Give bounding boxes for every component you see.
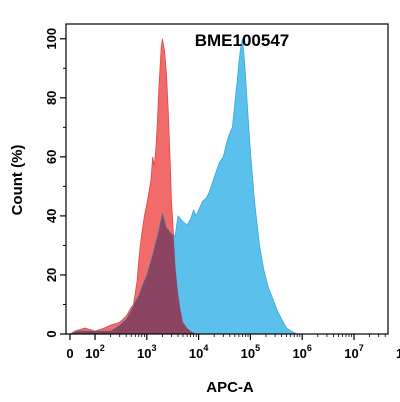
y-tick-label: 0 — [44, 330, 59, 337]
y-tick-label: 20 — [44, 268, 59, 282]
series-blue-area — [69, 38, 298, 334]
y-tick-label: 100 — [44, 28, 59, 50]
x-tick-label: 105 — [241, 343, 260, 361]
chart-title: BME100547 — [195, 31, 290, 50]
y-tick-label: 60 — [44, 150, 59, 164]
x-tick-label: 106 — [292, 343, 311, 361]
x-tick-label: 0 — [66, 346, 73, 361]
y-axis: 0 20 40 60 80 100 — [44, 28, 66, 338]
y-tick-label: 40 — [44, 209, 59, 223]
y-tick-label: 80 — [44, 91, 59, 105]
x-tick-label: 102 — [85, 343, 104, 361]
plot-frame — [65, 23, 389, 335]
plot-area — [65, 23, 389, 335]
x-axis-title: APC-A — [206, 379, 254, 396]
x-axis: 0 102 103 104 105 106 107 108 — [66, 334, 400, 361]
x-tick-label: 108 — [396, 343, 400, 361]
x-tick-label: 104 — [189, 343, 208, 361]
y-axis-title: Count (%) — [9, 145, 26, 216]
x-tick-label: 107 — [344, 343, 363, 361]
x-tick-label: 103 — [137, 343, 156, 361]
